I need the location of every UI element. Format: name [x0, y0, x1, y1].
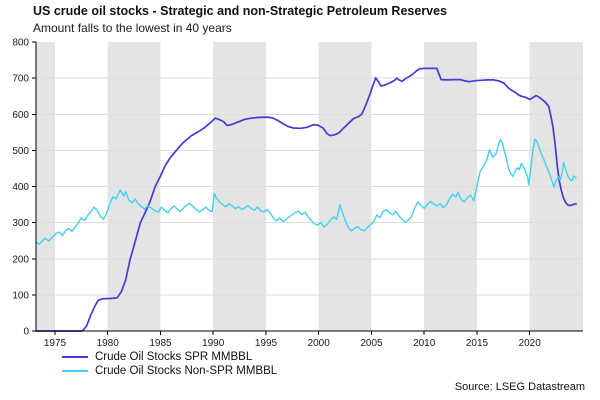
x-tick-label: 1985: [149, 338, 172, 349]
spr-line-swatch-icon: [62, 356, 88, 358]
x-tick-label: 1990: [202, 338, 225, 349]
non-spr-line-swatch-icon: [62, 370, 88, 372]
series-line-non-spr: [35, 138, 577, 246]
y-tick-label: 400: [12, 182, 29, 193]
y-tick-label: 0: [23, 327, 29, 338]
x-tick-label: 2015: [466, 338, 489, 349]
y-tick-label: 700: [12, 74, 29, 85]
legend-label-spr: Crude Oil Stocks SPR MMBBL: [95, 351, 253, 363]
legend-item-non-spr: Crude Oil Stocks Non-SPR MMBBL: [62, 364, 277, 378]
y-tick-label: 800: [12, 38, 29, 49]
y-tick-label: 200: [12, 254, 29, 265]
x-tick-label: 2005: [360, 338, 383, 349]
chart-title: US crude oil stocks - Strategic and non-…: [33, 4, 448, 18]
y-tick-label: 100: [12, 290, 29, 301]
y-tick-label: 300: [12, 218, 29, 229]
x-tick-label: 2000: [308, 338, 331, 349]
legend-label-non-spr: Crude Oil Stocks Non-SPR MMBBL: [95, 365, 278, 377]
series-line-spr: [35, 67, 577, 332]
source-credit: Source: LSEG Datastream: [454, 381, 585, 393]
x-tick-label: 2010: [413, 338, 436, 349]
legend-item-spr: Crude Oil Stocks SPR MMBBL: [62, 350, 277, 364]
legend: Crude Oil Stocks SPR MMBBL Crude Oil Sto…: [62, 350, 277, 378]
y-tick-label: 600: [12, 110, 29, 121]
y-tick-label: 500: [12, 146, 29, 157]
chart-subtitle: Amount falls to the lowest in 40 years: [33, 21, 232, 35]
x-tick-label: 2020: [519, 338, 542, 349]
x-tick-label: 1975: [44, 338, 67, 349]
x-tick-label: 1995: [255, 338, 278, 349]
x-tick-label: 1980: [97, 338, 120, 349]
